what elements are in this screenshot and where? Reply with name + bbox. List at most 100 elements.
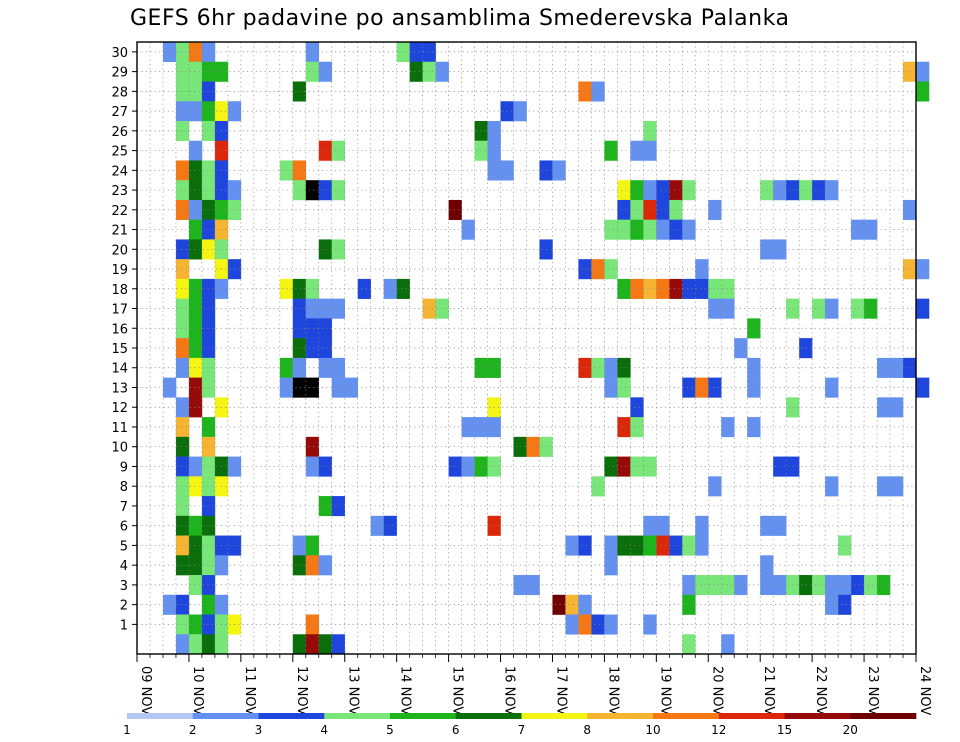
heatmap-cell [292,338,307,359]
heatmap-cell [188,614,203,635]
heatmap-cell [175,397,190,418]
heatmap-cell [591,259,605,280]
y-tick-label: 25 [111,145,128,160]
heatmap-cell [305,377,320,398]
legend-swatch [850,713,917,719]
heatmap-cell [305,298,320,319]
heatmap-cell [656,515,670,536]
heatmap-cell [188,377,203,398]
heatmap-cell [435,61,449,82]
heatmap-cell [188,298,203,319]
heatmap-cell [721,575,735,596]
x-tick-label: 15 NOV [450,666,465,715]
heatmap-cell [305,318,320,339]
heatmap-cell [669,535,683,556]
heatmap-cell [318,634,333,655]
legend-label: 10 [645,723,660,737]
y-tick-label: 27 [111,105,128,120]
heatmap-cell [292,535,307,556]
heatmap-cell [708,278,722,299]
y-tick-label: 16 [111,322,128,337]
heatmap-cell [292,318,307,339]
heatmap-cell [812,298,826,319]
heatmap-cell [461,456,475,477]
heatmap-cell [175,634,190,655]
heatmap-cell [604,357,618,378]
heatmap-cell [695,278,709,299]
heatmap-cell [695,535,709,556]
heatmap-cell [331,239,346,260]
heatmap-cell [188,101,203,122]
heatmap-cell [630,456,644,477]
heatmap-cell [656,180,670,201]
heatmap-cell [604,456,618,477]
legend-label: 12 [711,723,726,737]
heatmap-cell [188,338,203,359]
heatmap-cell [188,278,203,299]
y-tick-label: 3 [120,579,128,594]
heatmap-cell [825,476,839,497]
heatmap-cell [188,61,203,82]
heatmap-cell [578,259,592,280]
legend-swatch [390,713,457,719]
heatmap-cell [721,634,735,655]
heatmap-cell [578,594,592,615]
y-tick-label: 4 [120,559,128,574]
heatmap-cell [461,417,475,438]
heatmap-cell [578,535,592,556]
legend-swatch [521,713,588,719]
heatmap-cell [292,278,307,299]
y-tick-label: 14 [111,362,128,377]
heatmap-cell [214,634,229,655]
heatmap-cell [188,318,203,339]
x-tick-label: 11 NOV [242,666,257,715]
legend-swatch [127,713,194,719]
heatmap-cell [279,377,294,398]
heatmap-cell [825,377,839,398]
heatmap-cell [669,180,683,201]
heatmap-cell [175,614,190,635]
heatmap-cell [318,338,333,359]
heatmap-cell [175,160,190,181]
heatmap-cell [903,61,917,82]
legend-label: 2 [189,723,197,737]
heatmap-cell [604,219,618,240]
heatmap-cell [162,42,177,63]
legend-label: 1 [123,723,131,737]
y-tick-label: 19 [111,263,128,278]
heatmap-cell [175,199,190,220]
heatmap-cell [162,377,177,398]
heatmap-cell [175,259,190,280]
legend-swatch [718,713,785,719]
heatmap-cell [188,160,203,181]
heatmap-cell [175,555,190,576]
heatmap-cell [604,140,618,161]
heatmap-cell [617,278,631,299]
heatmap-cell [630,140,644,161]
heatmap-cell [318,61,333,82]
heatmap-cell [916,377,930,398]
heatmap-cell [175,239,190,260]
heatmap-cell [916,298,930,319]
heatmap-cell [188,634,203,655]
heatmap-cell [331,496,346,517]
y-tick-label: 12 [111,401,128,416]
heatmap-cell [643,278,657,299]
x-tick-label: 21 NOV [761,666,776,715]
heatmap-cell [643,120,657,142]
heatmap-cell [591,476,605,497]
legend-label: 7 [518,723,526,737]
heatmap-cell [461,219,475,240]
legend-swatch [455,713,522,719]
heatmap-cell [396,278,410,299]
heatmap-cell [643,140,657,161]
heatmap-cell [630,199,644,220]
heatmap-cell [877,357,891,378]
heatmap-cell [357,278,371,299]
heatmap-cell [318,318,333,339]
x-tick-label: 19 NOV [657,666,672,715]
heatmap-cell [617,377,631,398]
legend-swatch [192,713,259,719]
heatmap-cell [292,180,307,201]
